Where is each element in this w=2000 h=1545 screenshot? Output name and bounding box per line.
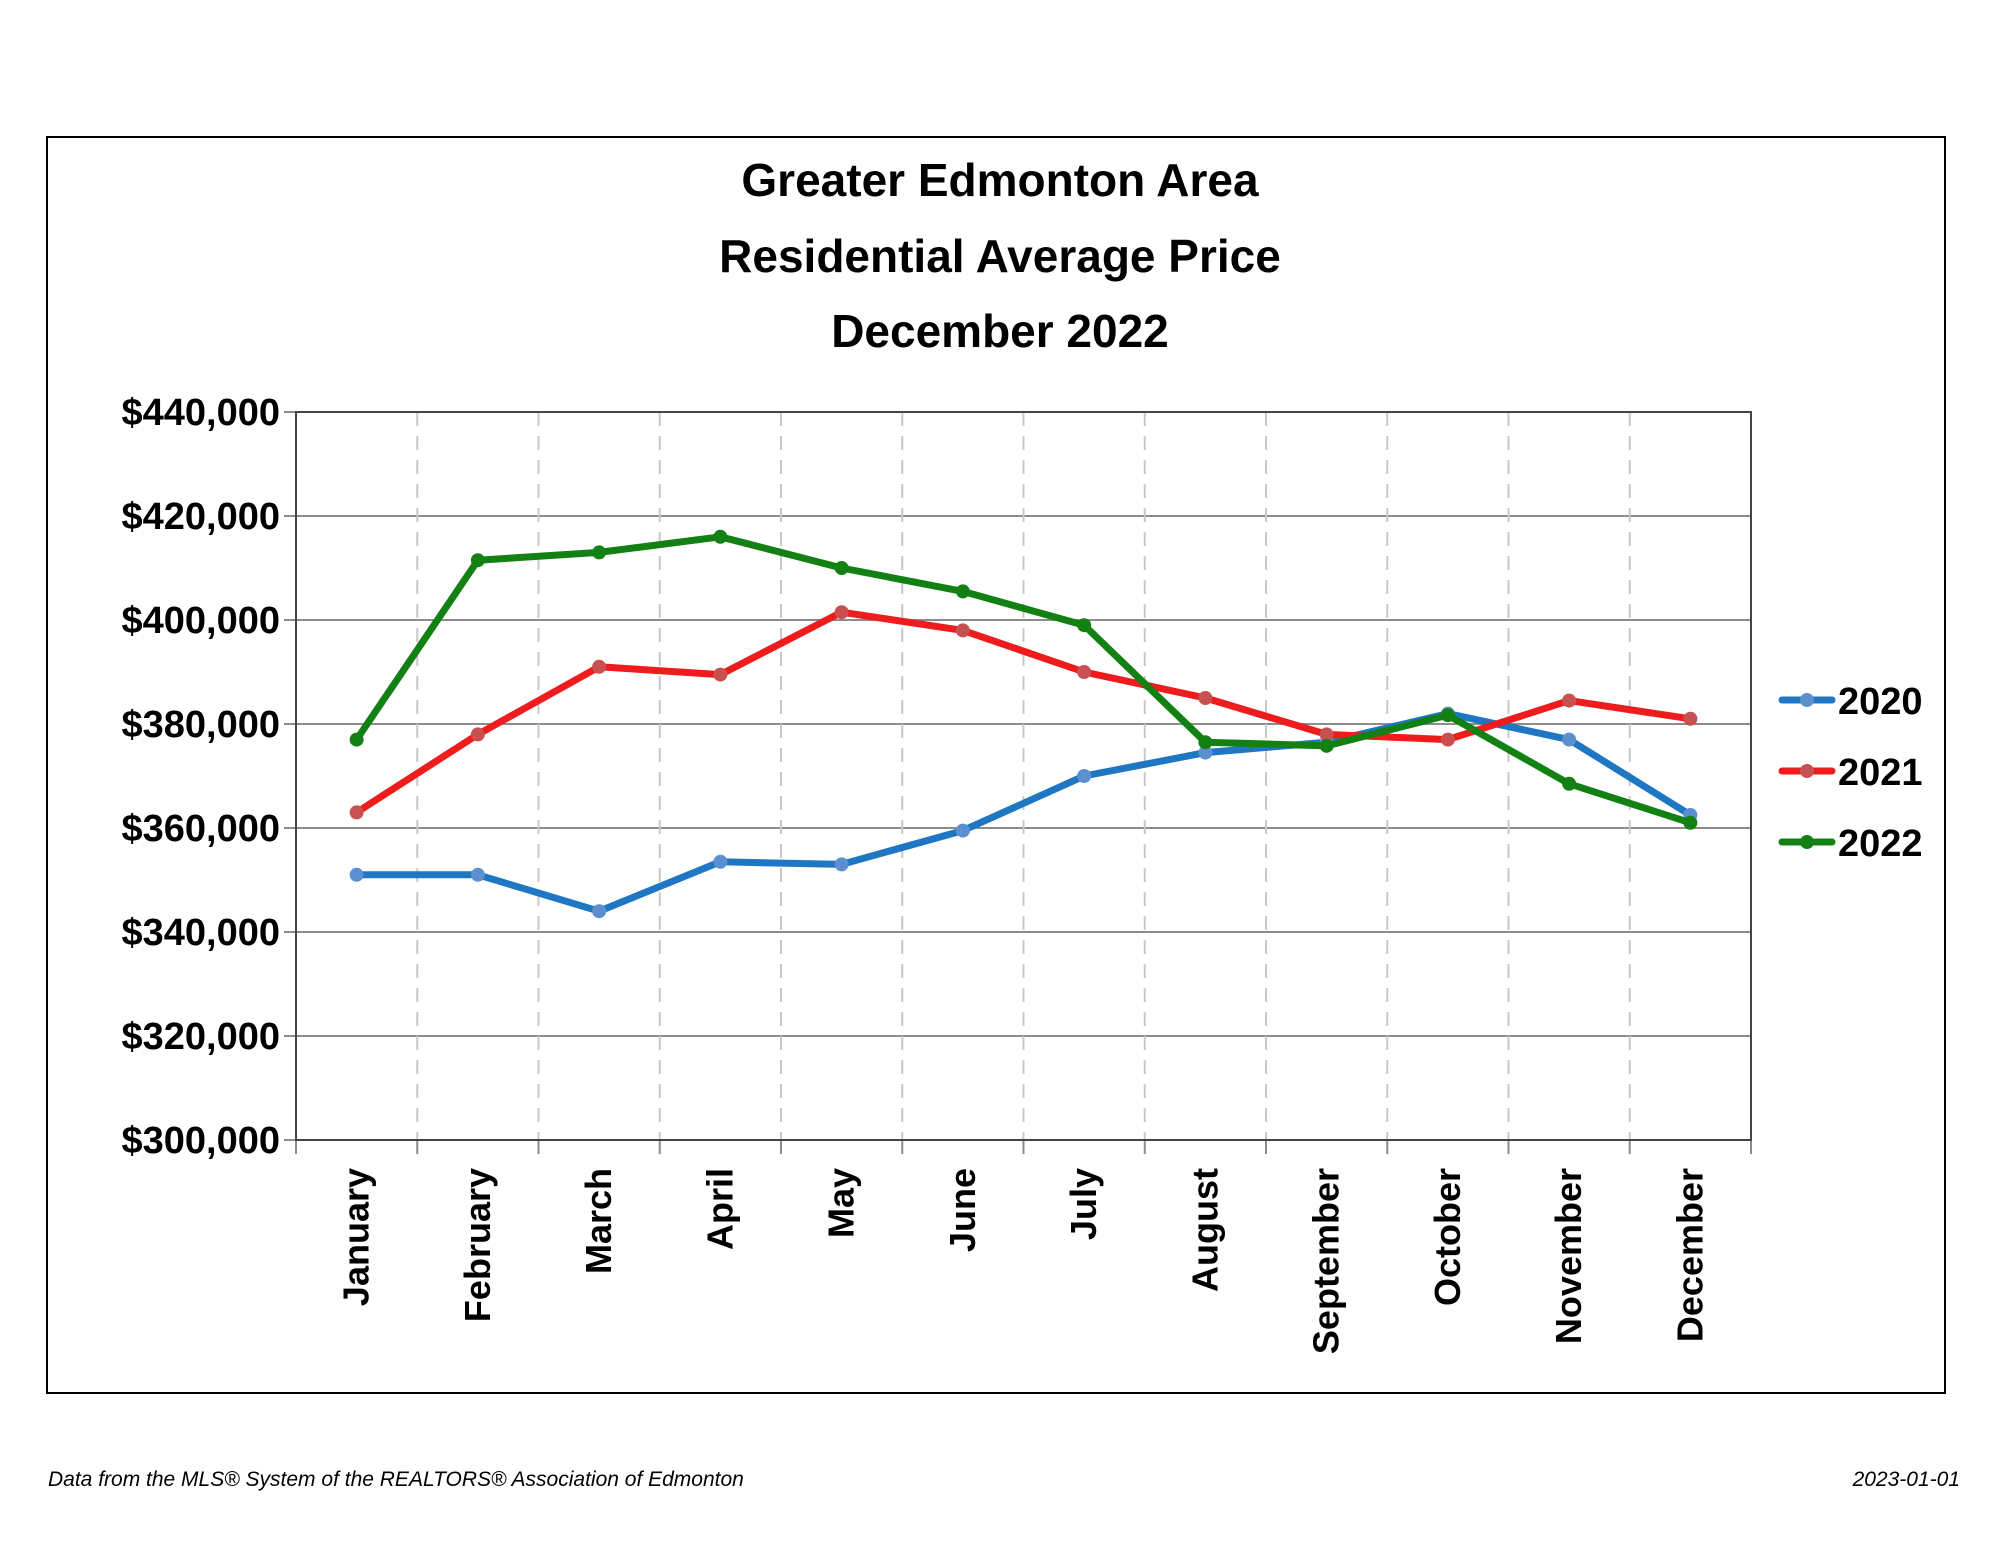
point-2022-august: [1198, 735, 1213, 750]
point-2020-june: [955, 823, 970, 838]
chart-title-line-2: Residential Average Price: [719, 230, 1281, 282]
footer-date: 2023-01-01: [1852, 1468, 1960, 1491]
point-2021-june: [955, 623, 970, 638]
x-tick-label-may: May: [821, 1168, 862, 1238]
x-tick-label-june: June: [942, 1168, 983, 1252]
point-2021-april: [713, 667, 728, 682]
point-2022-november: [1562, 776, 1577, 791]
point-2021-july: [1077, 665, 1092, 679]
point-2021-december: [1683, 711, 1698, 726]
point-2021-january: [349, 805, 364, 820]
x-tick-label-september: September: [1306, 1168, 1347, 1354]
point-2022-january: [349, 732, 364, 747]
point-2020-february: [470, 867, 485, 882]
x-tick-label-august: August: [1184, 1168, 1225, 1292]
chart-title-line-1: Greater Edmonton Area: [741, 154, 1259, 206]
series-line-2020: [353, 710, 1694, 915]
y-tick-label-6: $420,000: [122, 496, 281, 538]
point-2022-may: [834, 561, 849, 575]
point-2021-november: [1562, 693, 1577, 708]
x-tick-label-february: February: [457, 1168, 498, 1322]
plot-area: [295, 411, 1752, 1141]
point-2021-february: [470, 727, 485, 742]
y-tick-label-1: $320,000: [122, 1016, 281, 1058]
point-2020-july: [1077, 769, 1092, 783]
legend-marker-2022: [1800, 835, 1814, 849]
point-2020-january: [349, 867, 364, 882]
point-2020-april: [713, 854, 728, 869]
x-tick-label-october: October: [1427, 1168, 1468, 1306]
point-2022-june: [955, 584, 970, 599]
point-2021-september: [1319, 727, 1334, 742]
point-2022-april: [713, 529, 728, 544]
x-tick-label-november: November: [1548, 1168, 1589, 1344]
x-tick-label-july: July: [1063, 1168, 1104, 1240]
legend-label-2021: 2021: [1838, 752, 1923, 794]
point-2021-october: [1440, 732, 1455, 747]
point-2021-august: [1198, 691, 1213, 705]
point-2022-september: [1319, 738, 1334, 753]
series-line-2021: [353, 608, 1694, 816]
chart-frame: [46, 136, 1946, 1394]
point-2022-december: [1683, 815, 1698, 830]
point-2021-march: [592, 659, 607, 674]
legend-label-2022: 2022: [1838, 823, 1923, 865]
chart-title-line-3: December 2022: [831, 305, 1169, 357]
y-tick-label-4: $380,000: [122, 704, 281, 746]
point-2022-july: [1077, 618, 1092, 633]
y-tick-label-2: $340,000: [122, 912, 281, 954]
point-2022-october: [1440, 708, 1455, 723]
point-2020-march: [592, 904, 607, 919]
point-2020-may: [834, 857, 849, 872]
point-2020-november: [1562, 732, 1577, 747]
x-tick-label-december: December: [1669, 1168, 1710, 1342]
y-tick-label-7: $440,000: [122, 392, 281, 434]
legend-marker-2021: [1800, 764, 1814, 778]
x-tick-label-march: March: [578, 1168, 619, 1274]
y-tick-label-5: $400,000: [122, 600, 281, 642]
point-2022-february: [470, 553, 485, 568]
point-2020-august: [1198, 745, 1213, 760]
point-2021-may: [834, 605, 849, 620]
series-line-2022: [353, 533, 1694, 827]
point-2022-march: [592, 545, 607, 560]
x-tick-label-april: April: [699, 1168, 740, 1250]
legend-marker-2020: [1800, 693, 1814, 707]
y-tick-label-0: $300,000: [122, 1120, 281, 1162]
legend-label-2020: 2020: [1838, 681, 1923, 723]
footer-source-note: Data from the MLS® System of the REALTOR…: [48, 1468, 744, 1491]
x-tick-label-january: January: [336, 1168, 377, 1306]
y-tick-label-3: $360,000: [122, 808, 281, 850]
